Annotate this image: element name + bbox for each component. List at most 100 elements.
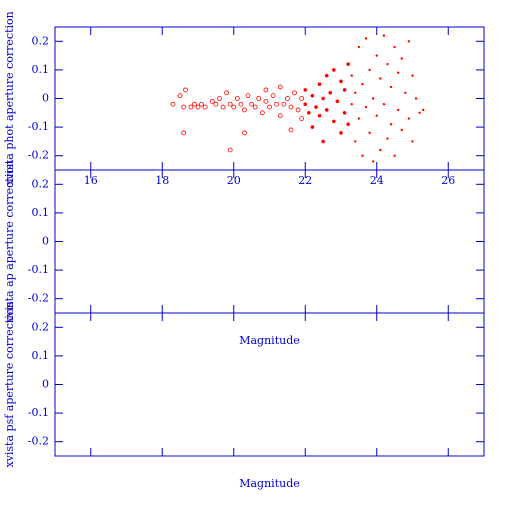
point [342, 88, 347, 92]
point [397, 108, 400, 112]
point [371, 160, 375, 163]
y-tick-label: 0 [42, 235, 49, 248]
point [364, 37, 368, 40]
point [407, 117, 411, 120]
point [346, 122, 350, 127]
point [292, 90, 297, 96]
y-tick-label: 0.1 [32, 206, 50, 219]
point [284, 96, 290, 101]
point [407, 40, 411, 43]
point [188, 104, 194, 110]
point [307, 111, 311, 115]
point [324, 73, 329, 78]
point [382, 103, 386, 106]
point [321, 139, 325, 144]
point [220, 104, 226, 110]
point [224, 90, 230, 96]
y-tick-label: 0.2 [32, 320, 50, 333]
point [227, 147, 233, 153]
point [259, 110, 265, 116]
point [295, 107, 301, 113]
point [418, 111, 421, 115]
point [354, 140, 357, 143]
point [393, 154, 396, 157]
x-axis-label: Magnitude [239, 334, 300, 347]
point [242, 130, 247, 136]
point [277, 113, 283, 119]
y-tick-label: -0.1 [28, 406, 49, 419]
point [332, 119, 336, 124]
point [346, 62, 350, 66]
point [256, 96, 262, 101]
point [195, 104, 201, 110]
point [350, 103, 353, 106]
point [335, 99, 340, 104]
point [252, 104, 258, 110]
point [328, 90, 333, 95]
point [339, 131, 343, 135]
point [324, 108, 329, 112]
point [389, 123, 393, 126]
point [303, 102, 308, 107]
point [397, 71, 400, 74]
point [393, 45, 396, 49]
point [375, 54, 378, 57]
point [263, 87, 269, 93]
point [277, 84, 283, 90]
point [299, 96, 305, 101]
y-tick-label: 0.1 [32, 349, 50, 362]
point [361, 154, 364, 157]
point [177, 93, 183, 99]
point [364, 105, 368, 109]
y-tick-label: -0.1 [28, 120, 49, 133]
point [361, 82, 364, 86]
point [357, 117, 361, 120]
point [170, 101, 176, 107]
point [209, 98, 215, 104]
point [281, 101, 287, 107]
y-axis-label: xvista psf aperture correction [3, 301, 16, 467]
point [310, 93, 315, 98]
point [314, 105, 318, 109]
point [270, 93, 276, 99]
point [231, 104, 237, 110]
point [217, 96, 222, 101]
point [368, 68, 371, 72]
point [354, 91, 357, 94]
x-tick-label: 18 [155, 174, 169, 187]
y-tick-label: -0.1 [28, 263, 49, 276]
point [227, 101, 233, 107]
y-tick-label: -0.2 [28, 435, 49, 448]
point [263, 98, 269, 104]
y-tick-label: 0 [42, 92, 49, 105]
point [245, 93, 251, 99]
y-tick-label: 0.2 [32, 177, 50, 190]
point [411, 140, 414, 143]
point [288, 127, 294, 133]
point [181, 130, 187, 136]
point [202, 104, 208, 110]
y-tick-label: 0.1 [32, 63, 50, 76]
point [400, 128, 403, 132]
point [350, 74, 353, 77]
point [389, 85, 393, 89]
point [213, 101, 219, 107]
point [192, 101, 197, 107]
point [375, 114, 378, 117]
point [267, 104, 272, 110]
point [411, 74, 414, 77]
point [321, 96, 325, 101]
point [242, 107, 247, 113]
point [332, 68, 336, 72]
point [288, 104, 294, 110]
point [386, 62, 389, 66]
point [382, 34, 386, 37]
point [368, 131, 371, 135]
y-tick-label: -0.2 [28, 292, 49, 305]
point [386, 137, 389, 140]
point [317, 113, 322, 118]
point [400, 57, 403, 60]
point [357, 45, 361, 49]
point [414, 97, 418, 100]
